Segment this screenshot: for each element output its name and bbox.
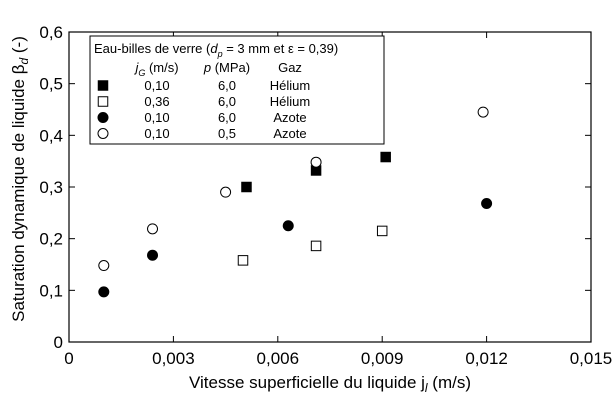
data-point-open-circle: [477, 106, 489, 118]
y-axis-title-main: Saturation dynamique de liquide β: [9, 64, 28, 322]
legend-marker-filled-circle: [97, 112, 109, 123]
legend-gas-value: Azote: [273, 110, 306, 125]
y-axis-title: Saturation dynamique de liquide βd (-): [9, 36, 31, 322]
data-point-open-circle: [98, 260, 110, 272]
data-point-filled-circle: [98, 286, 110, 298]
y-tick-label: 0,4: [39, 126, 63, 145]
legend-jG-value: 0,10: [144, 78, 169, 93]
legend-title-part: p: [217, 49, 223, 59]
data-point-filled-circle: [282, 220, 294, 232]
legend-jG-value: 0,10: [144, 126, 169, 141]
legend-title-part: Eau-billes de verre (: [94, 41, 211, 56]
legend: Eau-billes de verre (dp = 3 mm et ε = 0,…: [89, 35, 385, 145]
x-tick-label: 0,012: [465, 349, 508, 368]
x-axis-title-unit: (m/s): [428, 373, 471, 392]
legend-gas-value: Azote: [273, 126, 306, 141]
x-axis-title-subscript: l: [425, 381, 428, 395]
data-point-open-square: [376, 225, 388, 237]
legend-jG-value: 0,10: [144, 110, 169, 125]
y-tick-label: 0,6: [39, 23, 63, 42]
data-point-open-square: [237, 255, 249, 266]
data-point-filled-circle: [147, 249, 159, 261]
legend-title-part: = 3 mm et ε = 0,39): [223, 41, 339, 56]
legend-pressure-value: 6,0: [218, 78, 236, 93]
x-tick-label: 0: [64, 349, 73, 368]
legend-header-main: Gaz: [278, 60, 302, 75]
x-tick-label: 0,003: [152, 349, 195, 368]
legend-marker-filled-square: [97, 80, 109, 91]
x-tick-label: 0,015: [570, 349, 613, 368]
legend-column-header: jG (m/s): [133, 60, 178, 78]
legend-header-rest: (MPa): [211, 60, 250, 75]
x-axis-title: Vitesse superficielle du liquide jl (m/s…: [189, 373, 471, 395]
y-tick-label: 0: [54, 333, 63, 352]
legend-gas-value: Hélium: [270, 94, 310, 109]
legend-pressure-value: 6,0: [218, 110, 236, 125]
legend-marker-open-square: [97, 96, 109, 107]
x-tick-label: 0,006: [257, 349, 300, 368]
y-tick-label: 0,1: [39, 281, 63, 300]
legend-header-sub: G: [138, 68, 145, 78]
data-point-open-circle: [147, 223, 159, 235]
data-point-filled-square: [380, 151, 391, 163]
x-ticks: 0 0,003 0,006 0,009 0,012 0,015: [64, 32, 612, 368]
legend-header-rest: (m/s): [145, 60, 178, 75]
legend-header-main: p: [203, 60, 211, 75]
legend-column-header: Gaz: [278, 60, 302, 75]
legend-jG-value: 0,36: [144, 94, 169, 109]
legend-marker-open-circle: [97, 128, 109, 139]
data-point-open-square: [310, 240, 322, 252]
x-tick-label: 0,009: [361, 349, 404, 368]
y-tick-label: 0,3: [39, 178, 63, 197]
data-point-open-circle: [220, 186, 232, 198]
x-axis-title-main: Vitesse superficielle du liquide j: [189, 373, 425, 392]
data-points: [98, 106, 493, 298]
y-axis-title-unit: (-): [9, 36, 28, 58]
y-axis-title-subscript: d: [17, 58, 31, 65]
data-point-filled-square: [241, 181, 252, 193]
legend-title: Eau-billes de verre (dp = 3 mm et ε = 0,…: [94, 41, 338, 59]
data-point-filled-circle: [481, 198, 493, 210]
legend-pressure-value: 6,0: [218, 94, 236, 109]
legend-pressure-value: 0,5: [218, 126, 236, 141]
legend-column-header: p (MPa): [203, 60, 250, 75]
y-ticks: 0 0,1 0,2 0,3 0,4 0,5 0,6: [39, 23, 591, 352]
y-tick-label: 0,2: [39, 230, 63, 249]
data-point-open-circle: [310, 156, 322, 168]
legend-title-part: d: [210, 41, 218, 56]
legend-box: [89, 35, 385, 145]
legend-header-main: j: [133, 60, 139, 75]
legend-gas-value: Hélium: [270, 78, 310, 93]
y-tick-label: 0,5: [39, 75, 63, 94]
